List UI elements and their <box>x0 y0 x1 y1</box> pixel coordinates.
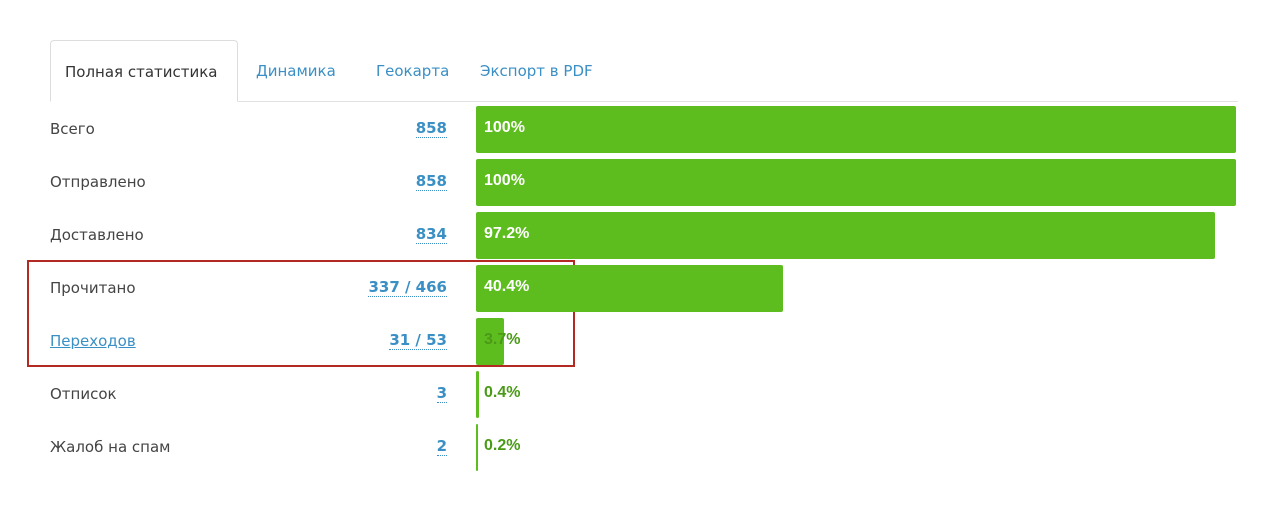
tab[interactable]: Динамика <box>256 62 336 80</box>
bar <box>476 106 1236 153</box>
percent-label: 100% <box>484 172 525 189</box>
percent-label: 0.4% <box>484 384 521 401</box>
bar <box>476 318 505 365</box>
percent-label: 40.4% <box>484 278 530 295</box>
tab[interactable]: Полная статистика <box>50 40 238 102</box>
bar <box>476 159 1236 206</box>
count[interactable]: 858 <box>415 119 447 138</box>
bar <box>476 212 1215 259</box>
count[interactable]: 31 / 53 <box>389 331 447 350</box>
row-label: Всего <box>50 120 95 138</box>
percent-label: 3.7% <box>484 331 521 348</box>
highlight-box <box>27 260 575 367</box>
row-label[interactable]: Переходов <box>50 332 136 350</box>
count[interactable]: 834 <box>415 225 447 244</box>
percent-label: 100% <box>484 119 525 136</box>
count[interactable]: 3 <box>436 384 447 403</box>
tab[interactable]: Экспорт в PDF <box>480 62 593 80</box>
row-label: Доставлено <box>50 226 144 244</box>
percent-label: 0.2% <box>484 437 521 454</box>
row-label: Жалоб на спам <box>50 438 171 456</box>
percent-label: 97.2% <box>484 225 530 242</box>
count[interactable]: 858 <box>415 172 447 191</box>
row-label: Отписок <box>50 385 117 403</box>
bar <box>476 371 480 418</box>
tab-line <box>237 101 1238 102</box>
count[interactable]: 337 / 466 <box>368 278 447 297</box>
count[interactable]: 2 <box>436 437 447 456</box>
row-label: Прочитано <box>50 279 136 297</box>
bar <box>476 424 478 471</box>
tab[interactable]: Геокарта <box>376 62 450 80</box>
bar <box>476 265 784 312</box>
row-label: Отправлено <box>50 173 146 191</box>
